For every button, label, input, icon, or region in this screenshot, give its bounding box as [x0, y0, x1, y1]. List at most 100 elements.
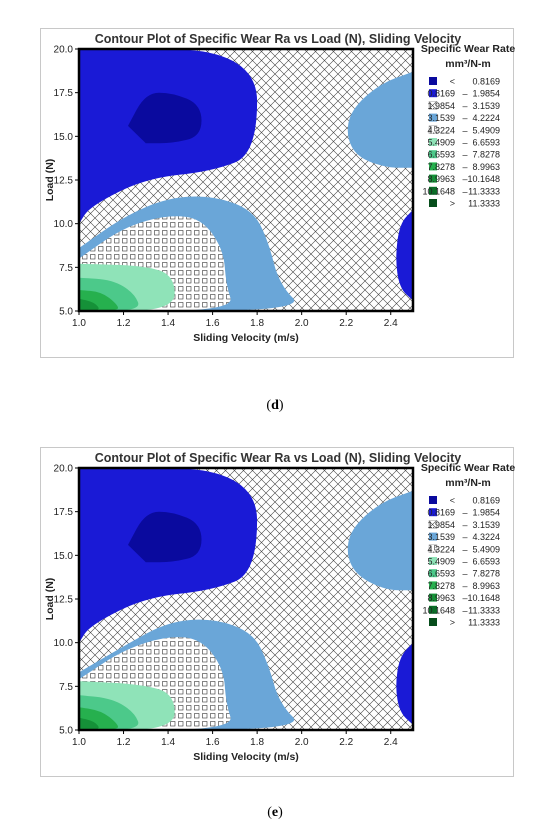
figure-caption-d: (d) — [266, 398, 284, 413]
contour-region-9 — [396, 209, 413, 301]
x-tick-label: 2.4 — [384, 318, 398, 329]
legend-title: Specific Wear Rate — [421, 462, 515, 474]
x-tick-label: 2.0 — [295, 737, 309, 748]
legend-lo: 8.9963 — [427, 174, 455, 184]
contour-chart-e: Contour Plot of Specific Wear Ra vs Load… — [40, 447, 515, 777]
legend-dash: – — [462, 532, 467, 542]
legend-swatch — [428, 101, 438, 110]
legend-lo: 5.4909 — [427, 557, 455, 567]
legend-lo: 6.6593 — [427, 569, 455, 579]
y-tick-label: 7.5 — [59, 263, 73, 274]
legend-lo: < — [450, 496, 455, 506]
legend-swatch — [429, 496, 437, 504]
legend-lo: 3.1539 — [427, 532, 455, 542]
legend-hi: 3.1539 — [472, 520, 500, 530]
legend-dash: – — [462, 605, 467, 615]
legend-dash: – — [462, 581, 467, 591]
legend-swatch — [429, 557, 437, 565]
legend-lo: 10.1648 — [422, 605, 455, 615]
y-tick-label: 12.5 — [54, 176, 74, 187]
y-tick-label: 20.0 — [54, 45, 74, 56]
x-axis-label: Sliding Velocity (m/s) — [193, 751, 299, 763]
legend-lo: 5.4909 — [427, 138, 455, 148]
legend-lo: 7.8278 — [427, 581, 455, 591]
legend-lo: 0.8169 — [427, 89, 455, 99]
contour-region-7 — [79, 717, 99, 730]
legend-swatch — [429, 593, 437, 602]
legend-hi: 7.8278 — [472, 150, 500, 160]
contour-regions — [79, 468, 413, 730]
figure-caption-e: (e) — [267, 805, 283, 820]
contour-chart-d: Contour Plot of Specific Wear Ra vs Load… — [40, 28, 515, 358]
legend-lo: 4.3224 — [427, 544, 455, 554]
legend-hi: 8.9963 — [472, 162, 500, 172]
contour-region-1 — [128, 511, 202, 563]
legend-hi: 11.3333 — [468, 199, 500, 209]
legend-unit: mm³/N-m — [445, 58, 491, 70]
legend-dash: – — [462, 101, 467, 111]
x-tick-label: 1.6 — [206, 737, 220, 748]
legend-hi: 0.8169 — [472, 77, 500, 87]
legend-swatch — [429, 174, 437, 183]
legend-lo: > — [450, 199, 455, 209]
y-axis-label: Load (N) — [44, 578, 56, 621]
legend-lo: 8.9963 — [427, 593, 455, 603]
legend-hi: 11.3333 — [468, 618, 500, 628]
x-tick-label: 1.2 — [117, 318, 131, 329]
legend-lo: 6.6593 — [427, 150, 455, 160]
legend-lo: 1.9854 — [427, 101, 455, 111]
legend-lo: < — [450, 77, 455, 87]
legend-hi: 11.3333 — [468, 605, 500, 615]
x-tick-label: 1.8 — [250, 318, 264, 329]
legend-dash: – — [462, 557, 467, 567]
legend-hi: 3.1539 — [472, 101, 500, 111]
y-tick-label: 5.0 — [59, 307, 73, 318]
legend-hi: 8.9963 — [472, 581, 500, 591]
y-tick-label: 10.0 — [54, 219, 74, 230]
legend-swatch — [428, 544, 438, 554]
legend-hi: 1.9854 — [472, 89, 500, 99]
legend-swatch — [429, 138, 437, 146]
legend-hi: 5.4909 — [472, 544, 500, 554]
legend-dash: – — [462, 125, 467, 135]
legend-dash: – — [462, 544, 467, 554]
y-tick-label: 15.0 — [54, 551, 74, 562]
x-axis-label: Sliding Velocity (m/s) — [193, 332, 299, 344]
legend-lo: 4.3224 — [427, 125, 455, 135]
legend-title: Specific Wear Rate — [421, 43, 515, 55]
legend-swatch — [429, 581, 437, 590]
contour-plot-svg: Contour Plot of Specific Wear Ra vs Load… — [44, 451, 515, 763]
y-tick-label: 5.0 — [59, 726, 73, 737]
contour-regions — [79, 49, 413, 311]
contour-plot-svg: Contour Plot of Specific Wear Ra vs Load… — [44, 32, 515, 344]
legend-lo: 10.1648 — [422, 186, 455, 196]
legend-unit: mm³/N-m — [445, 477, 491, 489]
legend-hi: 6.6593 — [472, 138, 500, 148]
legend-hi: 10.1648 — [467, 593, 500, 603]
legend-swatch — [429, 618, 437, 626]
legend-dash: – — [462, 520, 467, 530]
legend-dash: – — [462, 162, 467, 172]
x-tick-label: 1.8 — [250, 737, 264, 748]
legend-hi: 6.6593 — [472, 557, 500, 567]
legend-swatch — [429, 532, 437, 541]
contour-region-8 — [347, 490, 413, 591]
legend-hi: 4.3224 — [472, 532, 500, 542]
contour-region-7 — [79, 298, 99, 311]
y-axis-label: Load (N) — [44, 159, 56, 202]
y-tick-label: 10.0 — [54, 638, 74, 649]
legend-dash: – — [462, 508, 467, 518]
legend-hi: 10.1648 — [467, 174, 500, 184]
legend-hi: 4.2224 — [472, 113, 500, 123]
x-tick-label: 2.0 — [295, 318, 309, 329]
contour-region-8 — [347, 71, 413, 168]
contour-region-9 — [396, 642, 413, 725]
legend-swatch — [429, 89, 437, 98]
chart-title: Contour Plot of Specific Wear Ra vs Load… — [95, 451, 462, 465]
legend-swatch — [429, 162, 437, 171]
y-tick-label: 15.0 — [54, 132, 74, 143]
legend-hi: 11.3333 — [468, 186, 500, 196]
y-tick-label: 17.5 — [54, 507, 74, 518]
